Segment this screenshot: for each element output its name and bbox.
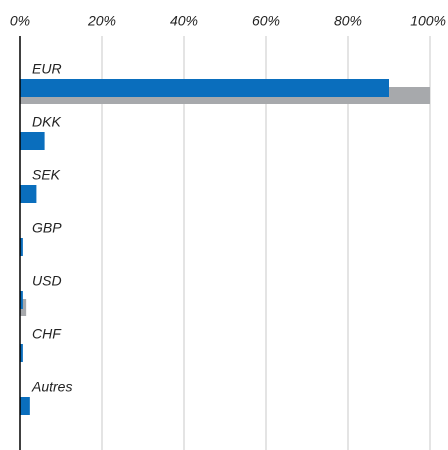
x-tick-label: 40% [170, 13, 198, 29]
category-label: SEK [32, 167, 61, 183]
x-tick-label: 100% [410, 13, 446, 29]
x-tick-label: 0% [10, 13, 30, 29]
bar [20, 185, 37, 203]
x-tick-label: 20% [87, 13, 116, 29]
x-tick-label: 80% [334, 13, 362, 29]
category-label: DKK [32, 114, 61, 130]
bar [20, 397, 30, 415]
category-label: USD [32, 273, 62, 289]
bar [20, 299, 27, 316]
bar [20, 238, 23, 256]
category-label: CHF [32, 326, 62, 342]
bar [20, 344, 23, 362]
bar [20, 291, 23, 309]
x-tick-label: 60% [252, 13, 280, 29]
category-label: Autres [31, 379, 72, 395]
bar [20, 132, 45, 150]
bar [20, 79, 389, 97]
category-label: GBP [32, 220, 62, 236]
category-label: EUR [32, 61, 62, 77]
